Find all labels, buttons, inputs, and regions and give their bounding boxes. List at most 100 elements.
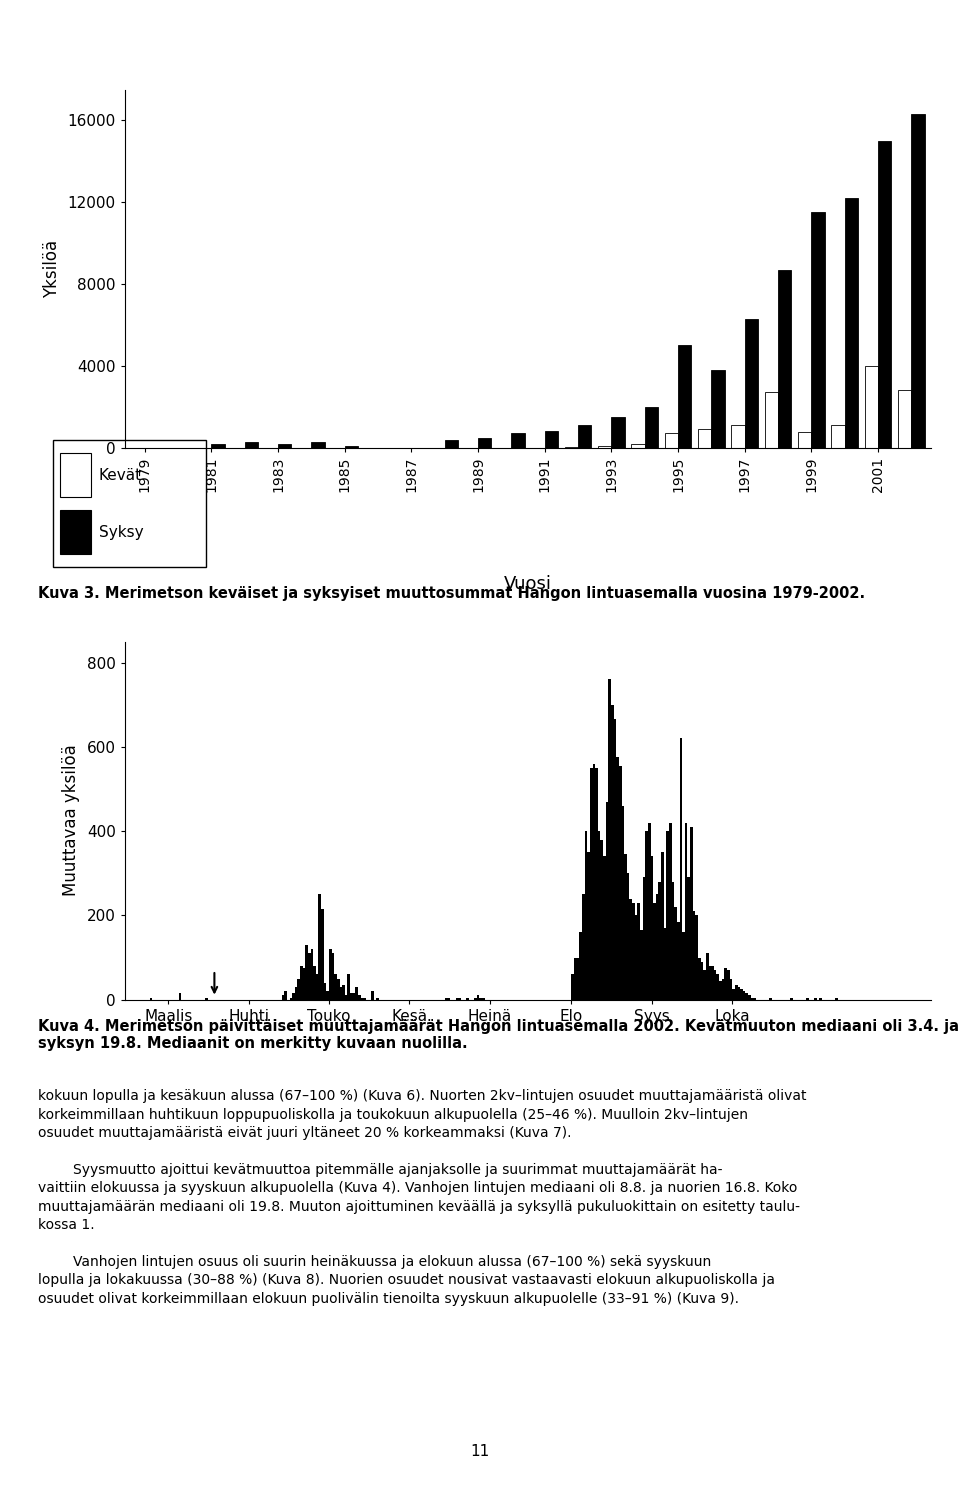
Bar (292, 994, 295, 1000)
Bar (745, 319, 758, 448)
Bar (701, 962, 704, 1000)
Bar (319, 894, 322, 1000)
Bar (698, 958, 701, 1000)
Bar (769, 998, 772, 1000)
Bar (725, 968, 727, 1000)
Bar (714, 970, 716, 1000)
Text: Kuva 4. Merimetson päivittäiset muuttajamäärät Hangon lintuasemalla 2002. Kevätm: Kuva 4. Merimetson päivittäiset muuttaja… (38, 1019, 959, 1052)
Bar (345, 446, 358, 448)
Bar (666, 831, 669, 1000)
Bar (790, 998, 793, 1000)
Bar (811, 212, 825, 448)
Bar (60, 454, 91, 497)
Bar (651, 856, 653, 1000)
Bar (627, 873, 630, 1000)
Bar (342, 985, 345, 1000)
Bar (687, 877, 690, 1000)
Bar (745, 994, 748, 1000)
Bar (754, 998, 756, 1000)
Bar (592, 764, 595, 1000)
X-axis label: Vuosi: Vuosi (504, 576, 552, 594)
Bar (711, 965, 714, 1000)
Bar (661, 852, 663, 1000)
Bar (719, 980, 722, 1000)
Bar (588, 852, 590, 1000)
Bar (621, 806, 624, 1000)
Bar (313, 965, 316, 1000)
Bar (613, 719, 616, 1000)
Bar (595, 768, 598, 1000)
Bar (743, 991, 745, 1000)
Bar (672, 882, 674, 1000)
Text: kokuun lopulla ja kesäkuun alussa (67–100 %) (Kuva 6). Nuorten 2kv–lintujen osuu: kokuun lopulla ja kesäkuun alussa (67–10… (38, 1089, 807, 1306)
Bar (645, 831, 648, 1000)
Bar (350, 994, 352, 1000)
Bar (690, 827, 693, 1000)
Bar (737, 988, 740, 1000)
Bar (476, 995, 479, 1000)
Bar (372, 991, 373, 1000)
Bar (619, 765, 621, 1000)
Bar (663, 928, 666, 1000)
Bar (693, 912, 695, 1000)
Bar (600, 840, 603, 1000)
Bar (512, 433, 525, 448)
Bar (326, 991, 329, 1000)
Bar (544, 431, 558, 448)
Bar (722, 979, 725, 1000)
Bar (732, 425, 745, 448)
Text: Kuva 3. Merimetson keväiset ja syksyiset muuttosummat Hangon lintuasemalla vuosi: Kuva 3. Merimetson keväiset ja syksyiset… (38, 586, 866, 601)
Bar (727, 970, 730, 1000)
Bar (348, 974, 350, 1000)
Bar (305, 944, 308, 1000)
Bar (664, 433, 678, 448)
Bar (445, 998, 447, 1000)
Bar (363, 998, 366, 1000)
Bar (683, 932, 684, 1000)
Bar (478, 439, 492, 448)
Bar (611, 704, 613, 1000)
Bar (578, 425, 591, 448)
Bar (60, 510, 91, 555)
Bar (245, 443, 258, 448)
Bar (695, 916, 698, 1000)
Bar (678, 345, 691, 448)
Bar (711, 370, 725, 448)
Bar (281, 995, 284, 1000)
Bar (716, 974, 719, 1000)
Bar (732, 989, 734, 1000)
Bar (642, 877, 645, 1000)
Bar (845, 198, 858, 448)
Text: Syksy: Syksy (99, 525, 143, 540)
Bar (358, 995, 361, 1000)
Bar (585, 831, 588, 1000)
Bar (640, 930, 642, 1000)
Bar (677, 922, 680, 1000)
Bar (751, 998, 754, 1000)
Bar (340, 988, 342, 1000)
Bar (590, 768, 592, 1000)
Bar (659, 882, 661, 1000)
Bar (284, 991, 287, 1000)
Bar (311, 949, 313, 1000)
Y-axis label: Muuttavaa yksilöä: Muuttavaa yksilöä (61, 745, 80, 897)
Bar (764, 392, 778, 448)
Bar (580, 932, 582, 1000)
Text: 11: 11 (470, 1444, 490, 1459)
Bar (329, 949, 331, 1000)
Bar (798, 433, 811, 448)
Bar (632, 903, 635, 1000)
Bar (456, 998, 458, 1000)
Bar (877, 140, 891, 448)
Bar (179, 994, 181, 1000)
Y-axis label: Yksilöä: Yksilöä (42, 240, 60, 297)
Bar (778, 270, 791, 448)
Bar (748, 995, 751, 1000)
Bar (355, 988, 358, 1000)
Bar (474, 998, 476, 1000)
Bar (669, 822, 672, 1000)
Bar (635, 916, 637, 1000)
Bar (334, 974, 337, 1000)
Bar (637, 903, 640, 1000)
Bar (571, 974, 574, 1000)
